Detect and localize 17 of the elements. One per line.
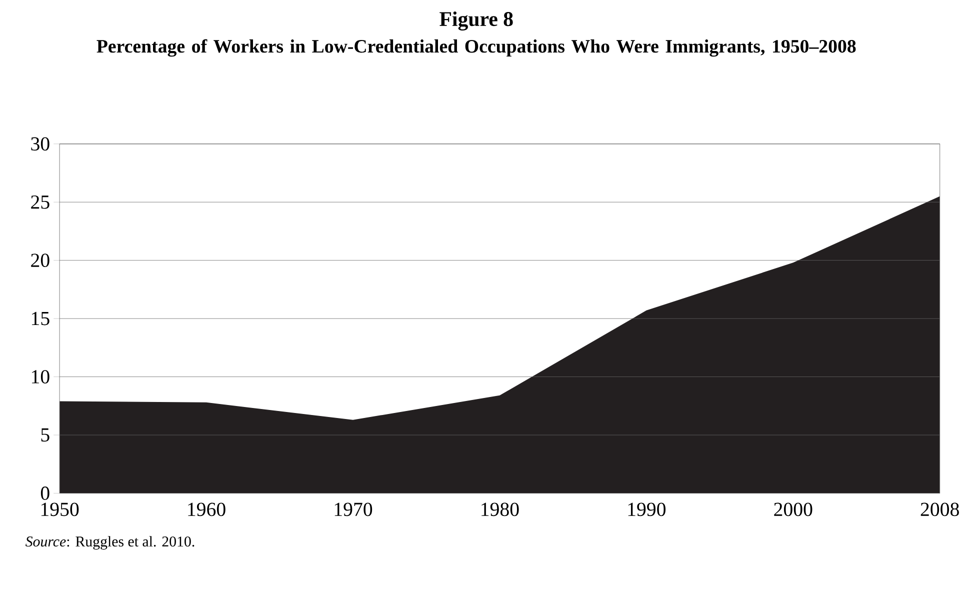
- x-tick-label: 1970: [334, 502, 372, 516]
- x-tick-label: 2000: [774, 502, 812, 516]
- x-tick-label: 1960: [188, 502, 226, 516]
- chart-subtitle: Percentage of Workers in Low-Credentialed Occupations Who Were Immigrants, 1950–2008: [96, 39, 856, 57]
- x-tick-label: 1950: [41, 502, 79, 516]
- y-tick-label: 15: [32, 312, 50, 326]
- y-tick-label: 20: [31, 254, 50, 268]
- x-tick-label: 2008: [920, 502, 959, 516]
- x-tick-label: 1990: [628, 502, 666, 516]
- x-tick-label: 1980: [482, 502, 519, 516]
- y-tick-label: 30: [31, 137, 50, 151]
- chart-title: Figure 8: [440, 12, 513, 31]
- text: Source: Ruggles et al. 2010.: [26, 536, 194, 550]
- y-tick-label: 5: [41, 428, 50, 442]
- y-tick-label: 0: [40, 486, 50, 500]
- y-tick-label: 25: [31, 196, 50, 210]
- y-tick-label: 10: [32, 370, 50, 384]
